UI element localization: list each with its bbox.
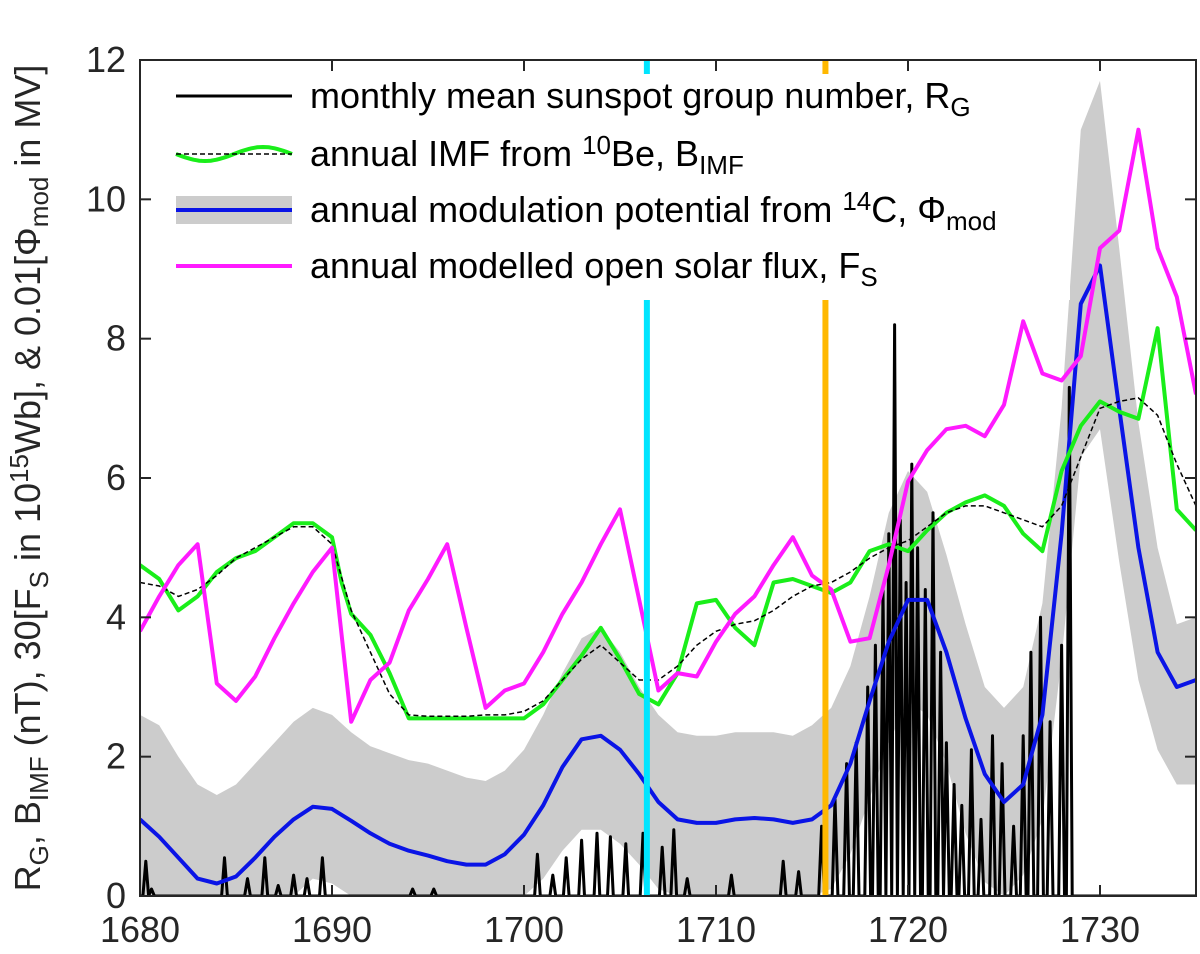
flux-series-line: [140, 127, 1196, 724]
x-tick-label: 1730: [1060, 909, 1140, 950]
y-tick-label: 6: [106, 457, 126, 498]
x-tick-label: 1690: [292, 909, 372, 950]
imf-series-line: [140, 326, 1196, 721]
y-tick-label: 0: [106, 875, 126, 916]
y-axis-label: RG, BIMF (nT), 30[FS in 1015Wb], & 0.01[…: [4, 65, 53, 892]
y-tick-label: 12: [86, 39, 126, 80]
legend-label-imf: annual IMF from 10Be, BIMF: [310, 130, 744, 179]
phi-series-line: [140, 263, 1196, 886]
legend: monthly mean sunspot group number, RG ann…: [160, 74, 1070, 300]
legend-label-flux: annual modelled open solar flux, FS: [310, 245, 878, 292]
x-tick-label: 1700: [484, 909, 564, 950]
x-tick-label: 1710: [676, 909, 756, 950]
y-tick-label: 8: [106, 318, 126, 359]
legend-background: [160, 74, 1070, 300]
x-tick-label: 1720: [868, 909, 948, 950]
x-tick-label: 1680: [100, 909, 180, 950]
y-tick-label: 2: [106, 736, 126, 777]
imf-smoothed-line: [140, 397, 1196, 718]
legend-label-phi: annual modulation potential from 14C, Φm…: [310, 186, 997, 235]
y-tick-label: 4: [106, 596, 126, 637]
sunspot-series-line: [140, 323, 1196, 896]
y-tick-label: 10: [86, 178, 126, 219]
legend-label-sunspot: monthly mean sunspot group number, RG: [310, 75, 971, 122]
